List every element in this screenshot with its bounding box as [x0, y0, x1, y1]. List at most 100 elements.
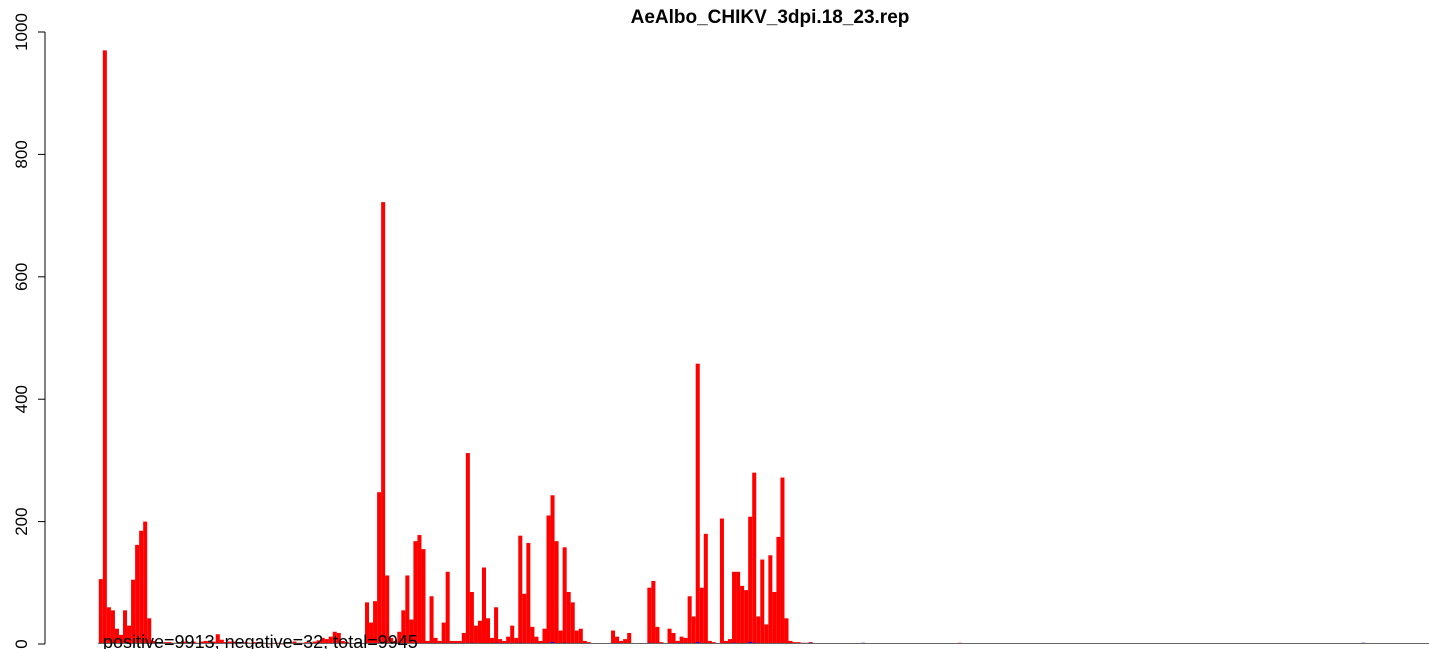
positive-bar	[465, 453, 470, 644]
positive-bar	[292, 641, 297, 644]
positive-bar	[147, 618, 152, 644]
positive-bar	[510, 625, 515, 644]
positive-bar	[683, 637, 688, 644]
positive-bar	[127, 625, 132, 644]
positive-bar	[369, 622, 374, 644]
positive-bar	[457, 640, 462, 644]
positive-bar	[312, 641, 317, 644]
positive-bar	[542, 628, 547, 644]
positive-bar	[425, 640, 430, 644]
positive-bar	[566, 591, 571, 644]
positive-bar	[328, 636, 333, 644]
positive-bar	[365, 602, 370, 644]
positive-bar	[546, 515, 551, 644]
positive-bar	[340, 640, 345, 644]
positive-bar	[183, 641, 188, 644]
positive-bar	[554, 541, 559, 644]
positive-bar	[748, 516, 753, 644]
positive-bar	[481, 567, 486, 644]
positive-bar	[538, 640, 543, 644]
positive-bar	[143, 521, 148, 644]
positive-bar	[102, 50, 107, 645]
positive-bar	[667, 628, 672, 644]
positive-bar	[526, 543, 531, 644]
positive-bar	[207, 640, 212, 644]
bars	[98, 50, 1366, 645]
positive-bar	[699, 587, 704, 644]
positive-bar	[728, 639, 733, 644]
positive-bar	[215, 634, 220, 644]
positive-bar	[514, 637, 519, 644]
positive-bar	[707, 640, 712, 644]
positive-bar	[433, 637, 438, 644]
chart-title: AeAlbo_CHIKV_3dpi.18_23.rep	[631, 7, 910, 28]
positive-bar	[231, 641, 236, 644]
positive-bar	[429, 596, 434, 644]
positive-bar	[203, 640, 208, 644]
positive-bar	[627, 632, 632, 644]
positive-bar	[756, 616, 761, 644]
positive-bar	[719, 518, 724, 644]
positive-bar	[373, 601, 378, 644]
positive-bar	[469, 591, 474, 644]
positive-bar	[530, 626, 535, 644]
positive-bar	[558, 630, 563, 644]
positive-bar	[723, 640, 728, 644]
positive-bar	[744, 590, 749, 644]
positive-bar	[441, 622, 446, 644]
positive-bar	[574, 630, 579, 644]
positive-bar	[98, 579, 103, 644]
y-tick-label: 800	[12, 140, 31, 168]
positive-bar	[486, 618, 491, 644]
positive-bar	[498, 639, 503, 644]
positive-bar	[409, 619, 414, 644]
positive-bar	[740, 585, 745, 644]
positive-bar	[199, 641, 204, 644]
positive-bar	[534, 636, 539, 644]
positive-bar	[518, 535, 523, 644]
positive-bar	[413, 541, 418, 644]
positive-bar	[473, 625, 478, 644]
positive-bar	[506, 636, 511, 644]
positive-bar	[623, 639, 628, 644]
positive-bar	[385, 575, 390, 644]
positive-bar	[219, 639, 224, 644]
positive-bar	[401, 610, 406, 644]
positive-bar	[123, 610, 128, 644]
y-axis: 0 200 400 600 800 1000	[12, 13, 45, 649]
positive-bar	[615, 636, 620, 644]
positive-bar	[780, 477, 785, 644]
positive-bar	[139, 530, 144, 644]
y-tick-label: 1000	[12, 13, 31, 51]
positive-bar	[522, 593, 527, 644]
positive-bar	[772, 591, 777, 644]
positive-bar	[582, 640, 587, 644]
positive-bar	[320, 637, 325, 644]
positive-bar	[578, 628, 583, 644]
y-tick-label: 0	[12, 639, 31, 648]
positive-bar	[647, 587, 652, 644]
positive-bar	[788, 640, 793, 644]
positive-bar	[397, 631, 402, 644]
positive-bar	[381, 202, 386, 644]
positive-bar	[502, 640, 507, 644]
positive-bar	[764, 624, 769, 644]
positive-bar	[490, 637, 495, 644]
positive-bar	[453, 640, 458, 644]
positive-bar	[671, 632, 676, 644]
positive-bar	[114, 628, 119, 644]
positive-bar	[417, 535, 422, 644]
positive-bar	[421, 549, 426, 644]
positive-bar	[679, 636, 684, 644]
positive-bar	[570, 602, 575, 644]
positive-bar	[732, 571, 737, 644]
positive-bar	[703, 533, 708, 644]
positive-bar	[562, 547, 567, 644]
positive-bar	[316, 640, 321, 644]
positive-bar	[736, 571, 741, 644]
positive-bar	[227, 641, 232, 644]
positive-bar	[760, 559, 765, 644]
y-tick-label: 600	[12, 263, 31, 291]
count-annotation: positive=9913, negative=32, total=9945	[103, 632, 418, 649]
